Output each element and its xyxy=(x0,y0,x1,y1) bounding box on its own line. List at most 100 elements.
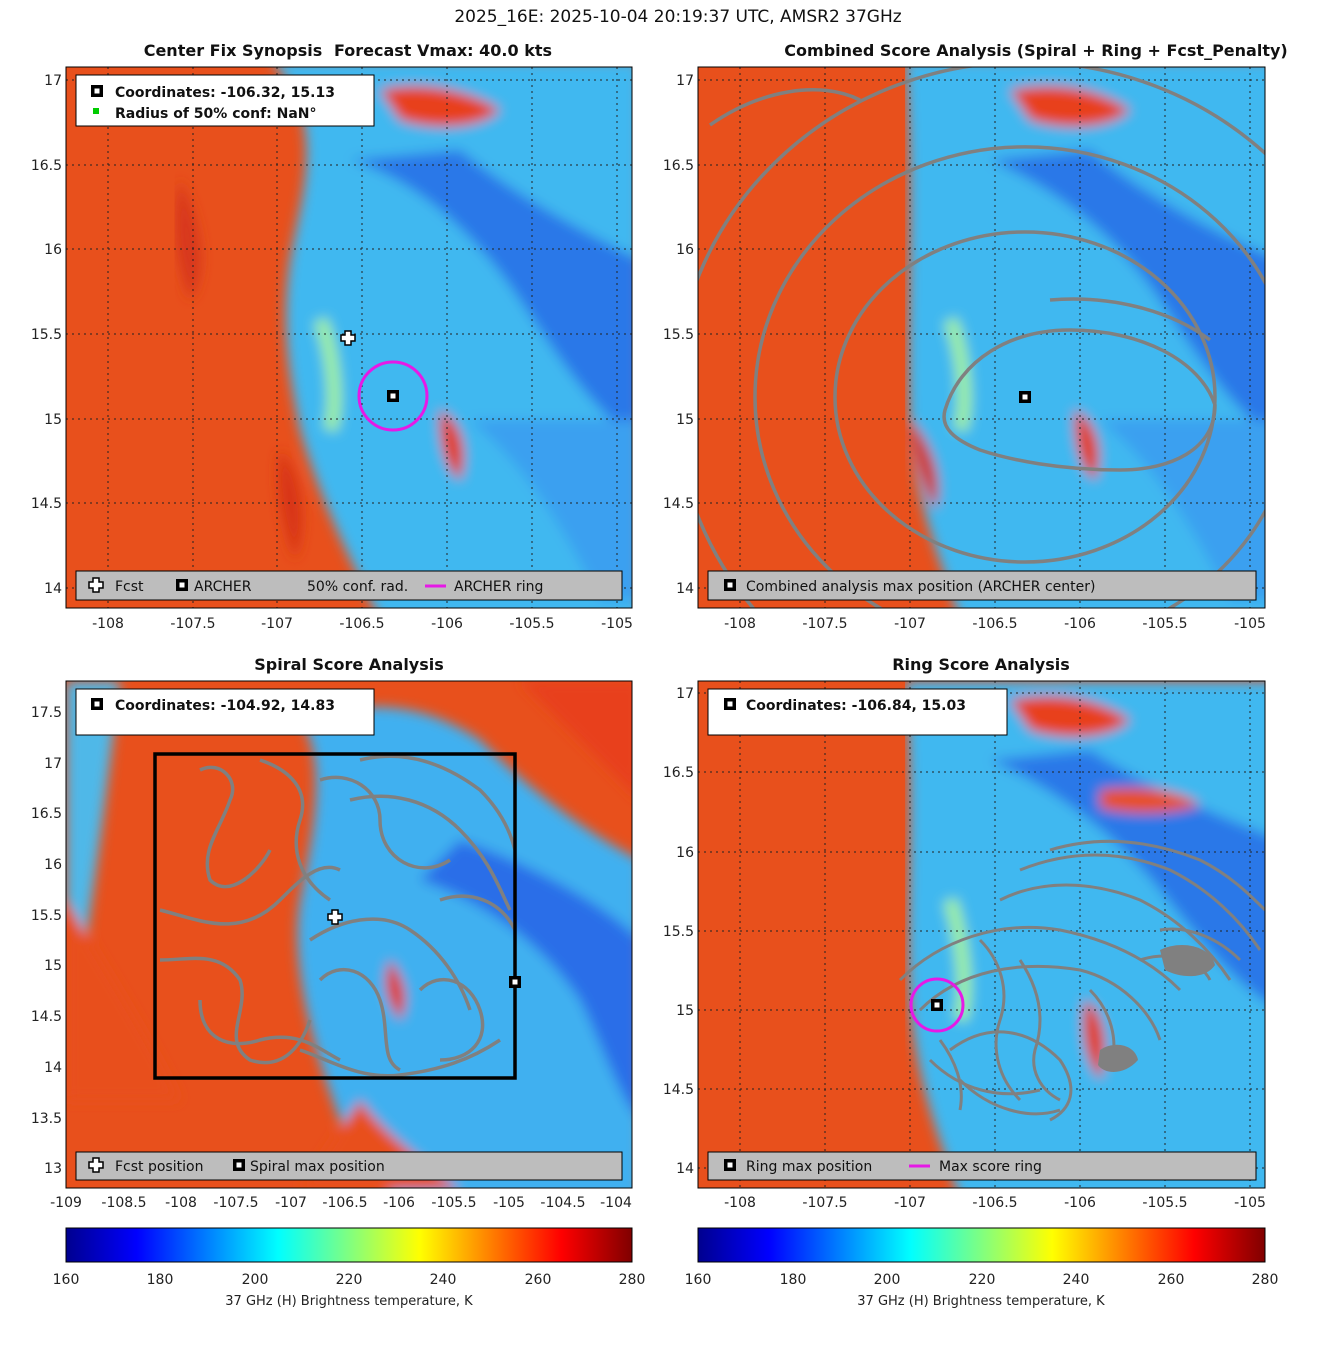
spiral-coordinates: Coordinates: -104.92, 14.83 xyxy=(115,698,335,714)
svg-text:15: 15 xyxy=(44,412,62,428)
synopsis-conf-radius: Radius of 50% conf: NaN° xyxy=(115,106,317,122)
svg-text:-105.5: -105.5 xyxy=(1142,616,1187,632)
svg-text:14.5: 14.5 xyxy=(663,1082,694,1098)
svg-text:-106.5: -106.5 xyxy=(339,616,384,632)
svg-text:-104: -104 xyxy=(600,1195,632,1211)
ring-x-ticks: -108 -107.5 -107 -106.5 -106 -105.5 -105 xyxy=(724,1195,1266,1211)
ring-coordinates: Coordinates: -106.84, 15.03 xyxy=(746,698,966,714)
svg-text:-106: -106 xyxy=(383,1195,415,1211)
svg-text:17: 17 xyxy=(44,73,62,89)
svg-text:-108: -108 xyxy=(724,1195,756,1211)
panel-synopsis-title: Center Fix Synopsis xyxy=(144,41,323,60)
spiral-y-ticks: 13 13.5 14 14.5 15 15.5 16 16.5 17 17.5 xyxy=(31,705,62,1177)
legend-spiral-fcst-icon xyxy=(88,1157,104,1173)
legend-spiral-fcst-label: Fcst position xyxy=(115,1159,203,1175)
svg-text:-105.5: -105.5 xyxy=(1142,1195,1187,1211)
ring-contour-blobs xyxy=(1098,945,1215,1072)
panel-spiral: Spiral Score Analysis xyxy=(31,655,633,1211)
svg-text:280: 280 xyxy=(619,1272,646,1288)
svg-text:-106: -106 xyxy=(1064,616,1096,632)
spiral-x-ticks: -109 -108.5 -108 -107.5 -107 -106.5 -106… xyxy=(50,1195,632,1211)
panel-combined: Combined Score Analysis (Spiral + Ring +… xyxy=(663,41,1288,632)
spiral-contours xyxy=(159,754,517,1078)
svg-text:-105.5: -105.5 xyxy=(431,1195,476,1211)
conf-radius-marker xyxy=(93,108,99,114)
svg-text:-106.5: -106.5 xyxy=(322,1195,367,1211)
svg-text:17: 17 xyxy=(676,73,694,89)
ring-legend: Ring max position Max score ring xyxy=(707,1151,1257,1181)
colorbar-right-label: 37 GHz (H) Brightness temperature, K xyxy=(857,1294,1105,1309)
svg-text:-107.5: -107.5 xyxy=(213,1195,258,1211)
svg-text:-106: -106 xyxy=(1064,1195,1096,1211)
panel-synopsis: Center Fix Synopsis Forecast Vmax: 40.0 … xyxy=(31,41,633,632)
archer-ring xyxy=(357,360,429,432)
legend-ring-label: ARCHER ring xyxy=(454,579,543,595)
svg-text:-108.5: -108.5 xyxy=(101,1195,146,1211)
synopsis-legend: Fcst ARCHER 50% conf. rad. ARCHER ring xyxy=(75,570,623,601)
svg-text:-105: -105 xyxy=(1234,616,1266,632)
figure-title: 2025_16E: 2025-10-04 20:19:37 UTC, AMSR2… xyxy=(454,7,901,27)
svg-text:17: 17 xyxy=(676,686,694,702)
ring-max-marker xyxy=(931,999,943,1011)
legend-combined-label: Combined analysis max position (ARCHER c… xyxy=(746,579,1095,595)
svg-text:13: 13 xyxy=(44,1161,62,1177)
panel-synopsis-vmax: Forecast Vmax: 40.0 kts xyxy=(334,41,552,60)
synopsis-frame xyxy=(65,66,633,609)
svg-text:16: 16 xyxy=(676,845,694,861)
combined-contours xyxy=(698,67,1265,608)
svg-text:260: 260 xyxy=(525,1272,552,1288)
svg-text:180: 180 xyxy=(147,1272,174,1288)
legend-max-ring-label: Max score ring xyxy=(939,1159,1042,1175)
svg-text:14: 14 xyxy=(676,581,694,597)
svg-text:200: 200 xyxy=(874,1272,901,1288)
combined-field xyxy=(698,67,1265,608)
legend-spiral-max-label: Spiral max position xyxy=(250,1159,385,1175)
svg-text:-107: -107 xyxy=(275,1195,307,1211)
svg-text:-106.5: -106.5 xyxy=(972,616,1017,632)
spiral-max-marker xyxy=(509,976,521,988)
combined-frame xyxy=(697,66,1266,609)
combined-x-ticks: -108 -107.5 -107 -106.5 -106 -105.5 -105 xyxy=(724,616,1266,632)
spiral-field xyxy=(66,681,632,1188)
svg-text:-105: -105 xyxy=(493,1195,525,1211)
svg-text:-104.5: -104.5 xyxy=(540,1195,585,1211)
svg-text:16.5: 16.5 xyxy=(663,158,694,174)
svg-text:240: 240 xyxy=(430,1272,457,1288)
svg-text:15: 15 xyxy=(44,958,62,974)
svg-text:14: 14 xyxy=(676,1161,694,1177)
ring-frame xyxy=(697,680,1266,1189)
svg-text:-105: -105 xyxy=(601,616,633,632)
synopsis-y-ticks: 14 14.5 15 15.5 16 16.5 17 xyxy=(31,73,62,597)
svg-text:160: 160 xyxy=(685,1272,712,1288)
svg-text:14: 14 xyxy=(44,1060,62,1076)
svg-text:260: 260 xyxy=(1158,1272,1185,1288)
spiral-search-box xyxy=(153,752,517,1080)
svg-text:-108: -108 xyxy=(165,1195,197,1211)
svg-text:16.5: 16.5 xyxy=(663,765,694,781)
svg-text:15.5: 15.5 xyxy=(663,327,694,343)
svg-text:16: 16 xyxy=(676,242,694,258)
svg-text:240: 240 xyxy=(1063,1272,1090,1288)
svg-text:-107: -107 xyxy=(894,1195,926,1211)
svg-text:14.5: 14.5 xyxy=(31,1009,62,1025)
panel-ring-title: Ring Score Analysis xyxy=(892,655,1070,674)
svg-text:200: 200 xyxy=(242,1272,269,1288)
svg-text:17.5: 17.5 xyxy=(31,705,62,721)
spiral-fcst-marker xyxy=(327,909,343,925)
svg-text:-107.5: -107.5 xyxy=(170,616,215,632)
svg-text:16: 16 xyxy=(44,857,62,873)
legend-archer-label: ARCHER xyxy=(194,579,252,595)
colorbar-left-label: 37 GHz (H) Brightness temperature, K xyxy=(225,1294,473,1309)
svg-text:16.5: 16.5 xyxy=(31,806,62,822)
svg-text:-108: -108 xyxy=(724,616,756,632)
svg-text:-105: -105 xyxy=(1234,1195,1266,1211)
synopsis-coordinates: Coordinates: -106.32, 15.13 xyxy=(115,85,335,101)
svg-text:-107.5: -107.5 xyxy=(802,1195,847,1211)
spiral-legend: Fcst position Spiral max position xyxy=(75,1151,623,1181)
svg-text:16.5: 16.5 xyxy=(31,158,62,174)
panel-combined-title: Combined Score Analysis (Spiral + Ring +… xyxy=(784,41,1287,60)
svg-text:15.5: 15.5 xyxy=(31,327,62,343)
colorbar-left: 160 180 200 220 240 260 280 37 GHz (H) B… xyxy=(53,1227,646,1309)
legend-fcst-label: Fcst xyxy=(115,579,144,595)
